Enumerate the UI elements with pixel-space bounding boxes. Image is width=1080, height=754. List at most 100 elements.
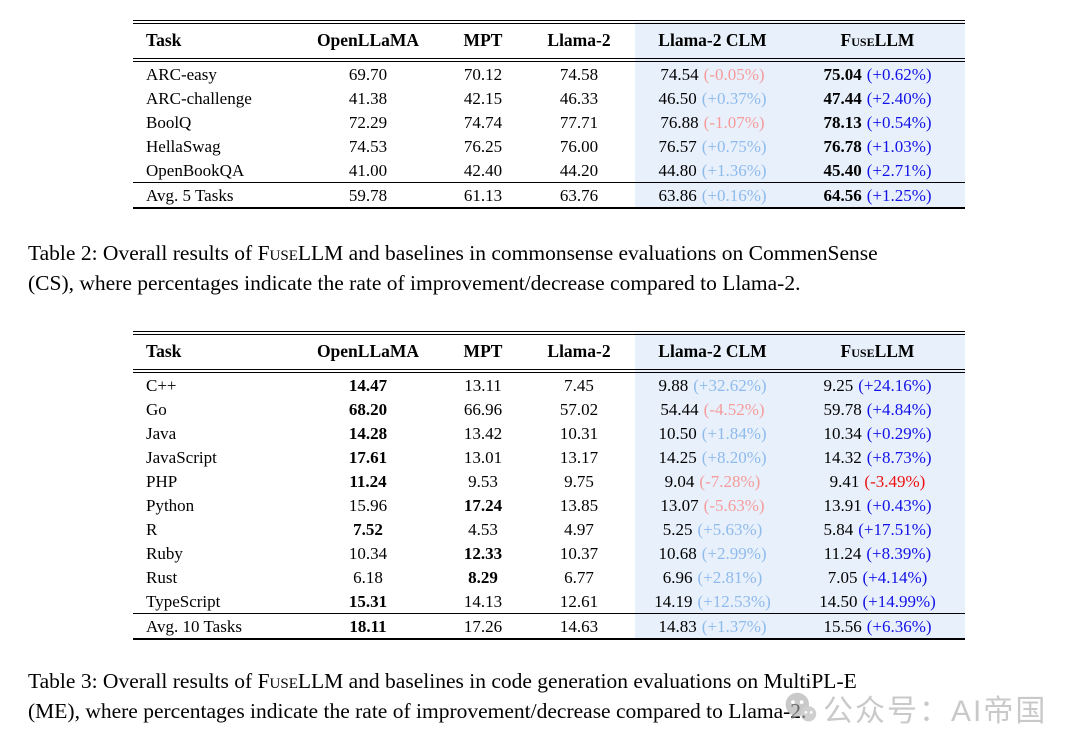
- llama2-clm-score-cell: 44.80 (+1.36%): [635, 158, 790, 183]
- column-header-task: Task: [133, 20, 293, 62]
- fusellm-percent-change: (+2.71%): [866, 160, 932, 180]
- llama2-score-cell: 9.75: [564, 471, 594, 491]
- mpt-score-cell: 14.13: [463, 591, 503, 611]
- fusellm-value: 9.25: [823, 375, 854, 395]
- fusellm-percent-change: (+4.14%): [862, 567, 928, 587]
- clm-percent-change: (-5.63%): [703, 495, 765, 515]
- llama2-score-cell: 14.63: [523, 613, 635, 640]
- task-cell: Avg. 10 Tasks: [133, 613, 293, 640]
- fusellm-percent-change: (+8.39%): [866, 543, 932, 563]
- llama2-clm-score-cell: 13.07 (-5.63%): [635, 493, 790, 517]
- fusellm-value: 75.04: [823, 64, 862, 84]
- mpt-score-cell: 70.12: [463, 64, 503, 84]
- fusellm-percent-change: (+2.40%): [866, 88, 932, 108]
- clm-percent-change: (+32.62%): [693, 375, 767, 395]
- caption-text: Table 2: Overall results of: [28, 241, 258, 265]
- caption-text: Table 3: Overall results of: [28, 669, 258, 693]
- llama2-clm-score-cell: 6.96 (+2.81%): [635, 565, 790, 589]
- fusellm-value: 78.13: [823, 112, 862, 132]
- task-cell: Java: [146, 423, 177, 443]
- table-row: JavaScript 17.61 13.01 13.17 14.25 (+8.20%) 14…: [133, 445, 965, 469]
- llama2-clm-score-cell: 54.44 (-4.52%): [635, 397, 790, 421]
- average-row: Avg. 5 Tasks 59.78 61.13 63.76 63.86 (+0.16%)…: [133, 182, 965, 209]
- llama2-score-cell: 13.85: [559, 495, 599, 515]
- table-row: OpenBookQA 41.00 42.40 44.20 44.80 (+1.36%) 45…: [133, 158, 965, 183]
- column-header-fusellm: FuseLLM: [790, 331, 965, 373]
- openllama-score-cell: 17.61: [348, 447, 388, 467]
- fusellm-value: 10.34: [823, 423, 862, 443]
- llama2-score-cell: 77.71: [559, 112, 599, 132]
- clm-value: 13.07: [660, 495, 699, 515]
- clm-value: 9.88: [658, 375, 689, 395]
- task-cell: R: [146, 519, 158, 539]
- llama2-clm-score-cell: 14.83 (+1.37%): [635, 613, 790, 640]
- table-row: Python 15.96 17.24 13.85 13.07 (-5.63%) 13.91(…: [133, 493, 965, 517]
- task-cell: Python: [146, 495, 195, 515]
- code-generation-results-table: Task OpenLLaMA MPT Llama-2 Llama-2 CLM F…: [133, 331, 965, 640]
- mpt-score-cell: 42.15: [463, 88, 503, 108]
- fusellm-score-cell: 9.25 (+24.16%): [790, 371, 965, 397]
- clm-value: 76.88: [660, 112, 699, 132]
- clm-percent-change: (+12.53%): [697, 591, 771, 611]
- llama2-clm-score-cell: 46.50 (+0.37%): [635, 86, 790, 110]
- table-row: Ruby 10.34 12.33 10.37 10.68 (+2.99%) 11.24 (+8…: [133, 541, 965, 565]
- openllama-score-cell: 7.52: [353, 519, 383, 539]
- llama2-score-cell: 4.97: [564, 519, 594, 539]
- mpt-score-cell: 13.11: [464, 375, 502, 395]
- fusellm-percent-change: (-3.49%): [864, 471, 926, 491]
- llama2-clm-score-cell: 9.04 (-7.28%): [635, 469, 790, 493]
- llama2-score-cell: 63.76: [523, 182, 635, 209]
- column-header-llama2-clm: Llama-2 CLM: [635, 331, 790, 373]
- task-cell: C++: [146, 375, 177, 395]
- column-header-llama2: Llama-2: [523, 331, 635, 373]
- table2-header-row: Task OpenLLaMA MPT Llama-2 Llama-2 CLM F…: [133, 20, 965, 62]
- fusellm-percent-change: (+4.84%): [866, 399, 932, 419]
- commonsense-results-table: Task OpenLLaMA MPT Llama-2 Llama-2 CLM F…: [133, 20, 965, 209]
- clm-value: 44.80: [658, 160, 697, 180]
- column-header-mpt: MPT: [443, 331, 523, 373]
- table3-header-row: Task OpenLLaMA MPT Llama-2 Llama-2 CLM F…: [133, 331, 965, 373]
- clm-value: 9.04: [664, 471, 695, 491]
- clm-value: 14.25: [658, 447, 697, 467]
- table-row: HellaSwag 74.53 76.25 76.00 76.57 (+0.75%) 76.…: [133, 134, 965, 158]
- clm-percent-change: (+0.75%): [701, 136, 767, 156]
- openllama-score-cell: 41.38: [348, 88, 388, 108]
- task-cell: ARC-challenge: [146, 88, 252, 108]
- task-cell: ARC-easy: [146, 64, 217, 84]
- llama2-clm-score-cell: 10.68 (+2.99%): [635, 541, 790, 565]
- openllama-score-cell: 59.78: [293, 182, 443, 209]
- fusellm-brand: FuseLLM: [257, 241, 344, 265]
- mpt-score-cell: 17.26: [443, 613, 523, 640]
- llama2-score-cell: 44.20: [559, 160, 599, 180]
- clm-percent-change: (-4.52%): [703, 399, 765, 419]
- mpt-score-cell: 12.33: [463, 543, 503, 563]
- fusellm-score-cell: 13.91 (+0.43%): [790, 493, 965, 517]
- fusellm-value: 45.40: [823, 160, 862, 180]
- llama2-score-cell: 10.31: [559, 423, 599, 443]
- openllama-score-cell: 10.34: [348, 543, 388, 563]
- llama2-clm-score-cell: 5.25 (+5.63%): [635, 517, 790, 541]
- openllama-score-cell: 74.53: [348, 136, 388, 156]
- column-header-llama2: Llama-2: [523, 20, 635, 62]
- fusellm-percent-change: (+1.03%): [866, 136, 932, 156]
- clm-percent-change: (+0.37%): [701, 88, 767, 108]
- task-cell: BoolQ: [146, 112, 192, 132]
- fusellm-score-cell: 15.56 (+6.36%): [790, 613, 965, 640]
- llama2-clm-score-cell: 9.88 (+32.62%): [635, 371, 790, 397]
- fusellm-value: 14.32: [823, 447, 862, 467]
- openllama-score-cell: 14.47: [348, 375, 388, 395]
- llama2-score-cell: 46.33: [559, 88, 599, 108]
- clm-percent-change: (+0.16%): [701, 185, 767, 205]
- fusellm-value: 9.41: [829, 471, 860, 491]
- fusellm-value: 59.78: [823, 399, 862, 419]
- fusellm-score-cell: 59.78 (+4.84%): [790, 397, 965, 421]
- fusellm-value: 15.56: [823, 616, 862, 636]
- table-row: Java 14.28 13.42 10.31 10.50 (+1.84%) 10.34 (+0…: [133, 421, 965, 445]
- column-header-openllama: OpenLLaMA: [293, 20, 443, 62]
- fusellm-score-cell: 78.13 (+0.54%): [790, 110, 965, 134]
- table3-caption: Table 3: Overall results of FuseLLM and …: [28, 666, 1052, 726]
- task-cell: PHP: [146, 471, 178, 491]
- clm-percent-change: (+2.99%): [701, 543, 767, 563]
- caption-text: and baselines in code generation evaluat…: [343, 669, 857, 693]
- fusellm-score-cell: 7.05 (+4.14%): [790, 565, 965, 589]
